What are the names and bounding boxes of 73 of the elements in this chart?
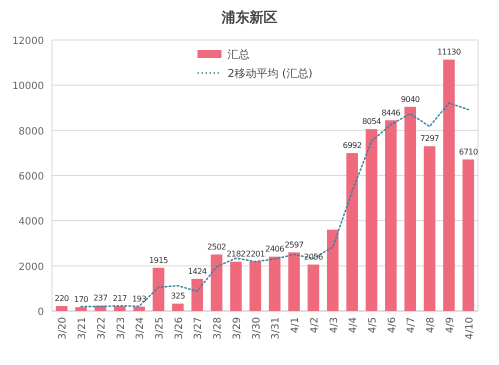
data-label: 11130 bbox=[437, 48, 461, 57]
x-tick-label: 3/25 bbox=[154, 317, 166, 340]
data-label: 325 bbox=[170, 292, 186, 301]
bar bbox=[75, 307, 87, 311]
x-tick-label: 4/3 bbox=[328, 317, 340, 334]
x-tick-label: 4/7 bbox=[406, 317, 418, 334]
y-tick-label: 12000 bbox=[12, 36, 44, 47]
bar bbox=[250, 261, 262, 311]
data-label: 6710 bbox=[458, 147, 478, 156]
x-tick-label: 3/28 bbox=[212, 317, 224, 340]
y-tick-label: 10000 bbox=[12, 81, 44, 92]
bar bbox=[308, 264, 320, 311]
data-label: 237 bbox=[93, 294, 108, 303]
bar bbox=[443, 60, 455, 311]
y-tick-label: 8000 bbox=[18, 126, 44, 138]
data-label: 170 bbox=[74, 295, 88, 304]
x-tick-label: 3/30 bbox=[251, 317, 262, 340]
chart-title: 浦东新区 bbox=[220, 9, 278, 26]
bar bbox=[230, 262, 242, 311]
bar bbox=[385, 120, 397, 311]
bar bbox=[462, 159, 474, 311]
bar bbox=[424, 146, 436, 311]
x-tick-label: 4/10 bbox=[464, 317, 476, 340]
bar bbox=[210, 254, 222, 311]
bar bbox=[288, 252, 300, 311]
x-tick-label: 4/1 bbox=[290, 317, 302, 334]
legend-label: 汇总 bbox=[228, 48, 250, 61]
data-label: 9040 bbox=[400, 94, 420, 104]
x-tick-label: 3/22 bbox=[96, 317, 108, 340]
x-tick-label: 3/26 bbox=[174, 317, 185, 340]
data-label: 8054 bbox=[362, 117, 382, 126]
data-label: 7297 bbox=[420, 134, 440, 144]
x-tick-label: 4/8 bbox=[426, 317, 437, 334]
data-label: 2201 bbox=[246, 249, 266, 258]
bar bbox=[56, 306, 68, 311]
data-label: 1424 bbox=[188, 266, 207, 276]
data-label: 217 bbox=[112, 294, 128, 304]
x-tick-label: 3/23 bbox=[116, 317, 127, 340]
bar bbox=[114, 306, 126, 311]
x-tick-label: 3/20 bbox=[58, 317, 69, 340]
x-tick-label: 3/31 bbox=[270, 317, 282, 340]
bar bbox=[172, 304, 184, 311]
data-label: 2182 bbox=[226, 250, 246, 259]
legend-label: 2移动平均 (汇总) bbox=[228, 67, 313, 80]
bar bbox=[366, 129, 378, 311]
data-label: 193 bbox=[132, 294, 146, 304]
bar bbox=[346, 153, 358, 311]
x-tick-label: 3/27 bbox=[193, 317, 204, 340]
data-label: 2597 bbox=[284, 240, 304, 250]
y-tick-label: 6000 bbox=[18, 172, 44, 182]
data-label: 2406 bbox=[265, 244, 284, 254]
x-tick-label: 4/4 bbox=[348, 317, 360, 334]
bar bbox=[133, 306, 145, 311]
bar bbox=[404, 106, 416, 311]
y-tick-label: 0 bbox=[38, 307, 44, 318]
data-label: 8446 bbox=[381, 108, 401, 118]
bar bbox=[268, 256, 280, 311]
data-label: 220 bbox=[54, 294, 70, 304]
x-tick-label: 3/29 bbox=[232, 317, 243, 340]
x-tick-label: 4/6 bbox=[386, 317, 398, 334]
y-tick-label: 4000 bbox=[18, 216, 44, 228]
data-label: 1915 bbox=[149, 256, 168, 265]
x-tick-label: 3/21 bbox=[77, 317, 88, 340]
bar bbox=[191, 278, 204, 311]
bar bbox=[326, 230, 339, 311]
x-tick-label: 4/2 bbox=[309, 317, 320, 334]
x-tick-label: 4/9 bbox=[444, 317, 456, 334]
x-tick-label: 4/5 bbox=[368, 317, 378, 334]
bar bbox=[152, 268, 164, 311]
y-tick-label: 2000 bbox=[18, 262, 44, 273]
data-label: 2502 bbox=[207, 242, 226, 252]
x-tick-label: 3/24 bbox=[135, 317, 146, 340]
data-label: 6992 bbox=[342, 141, 362, 150]
